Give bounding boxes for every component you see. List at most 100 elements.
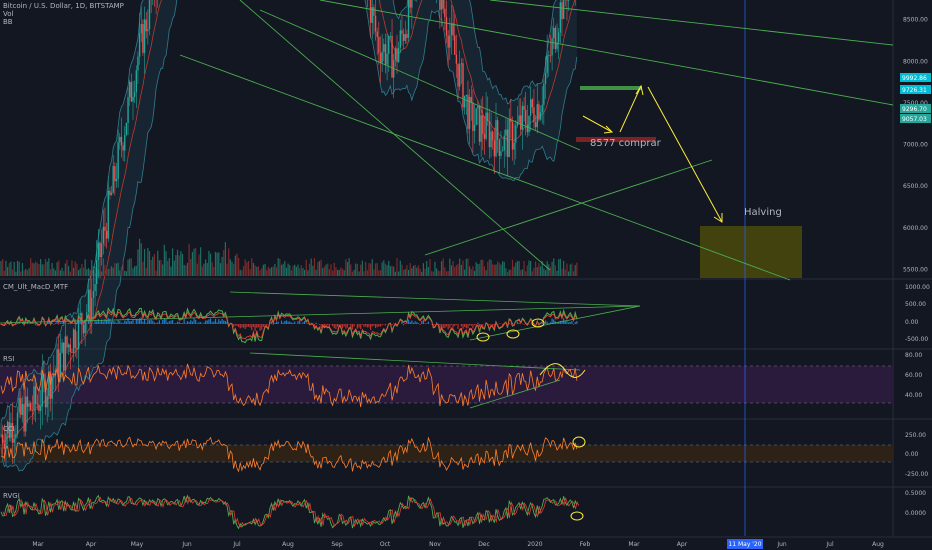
candle-body bbox=[541, 104, 543, 113]
candle-body bbox=[515, 125, 517, 143]
candle-body bbox=[371, 7, 373, 23]
cci-tick-label: -250.00 bbox=[905, 471, 928, 478]
volume-bar bbox=[271, 267, 273, 276]
macd-histogram-bar bbox=[559, 320, 561, 324]
candle-body bbox=[465, 94, 467, 96]
volume-bar bbox=[325, 264, 327, 276]
macd-histogram-bar bbox=[129, 321, 131, 324]
candle-body bbox=[132, 96, 134, 102]
volume-bar bbox=[419, 268, 421, 276]
volume-bar bbox=[327, 263, 329, 276]
macd-histogram-bar bbox=[137, 319, 139, 324]
volume-bar bbox=[183, 264, 185, 276]
macd-histogram-bar bbox=[376, 324, 378, 327]
volume-bar bbox=[383, 260, 385, 276]
macd-histogram-bar bbox=[401, 321, 403, 324]
volume-bar bbox=[129, 258, 131, 276]
candle-body bbox=[544, 72, 547, 84]
volume-bar bbox=[416, 267, 418, 276]
macd-pane-label: CM_Ult_MacD_MTF bbox=[3, 283, 69, 291]
macd-histogram-bar bbox=[506, 324, 509, 325]
volume-bar bbox=[36, 262, 38, 276]
volume-bar bbox=[170, 266, 172, 276]
volume-bar bbox=[337, 269, 339, 276]
macd-histogram-bar bbox=[109, 318, 111, 324]
volume-bar bbox=[355, 263, 357, 276]
candle-body bbox=[534, 122, 537, 128]
macd-histogram-bar bbox=[548, 323, 550, 324]
volume-bar bbox=[373, 269, 375, 276]
volume-bar bbox=[488, 259, 490, 276]
macd-histogram-bar bbox=[493, 324, 495, 327]
candle-body bbox=[508, 118, 510, 157]
macd-histogram-bar bbox=[439, 324, 441, 329]
volume-bar bbox=[361, 260, 363, 276]
macd-histogram-bar bbox=[574, 321, 576, 324]
macd-histogram-bar bbox=[162, 319, 164, 324]
volume-bar bbox=[523, 260, 525, 276]
macd-histogram-bar bbox=[325, 324, 327, 327]
candle-body bbox=[493, 140, 496, 157]
macd-histogram-bar bbox=[81, 323, 83, 324]
candle-body bbox=[384, 44, 387, 65]
volume-bar bbox=[391, 265, 393, 276]
candle-body bbox=[450, 23, 453, 36]
price-badge bbox=[900, 85, 931, 94]
volume-bar bbox=[434, 261, 436, 276]
volume-bar bbox=[493, 264, 495, 276]
candle-body bbox=[102, 226, 104, 244]
candle-body bbox=[401, 30, 403, 34]
volume-bar bbox=[193, 248, 195, 276]
trendline bbox=[179, 54, 791, 281]
bollinger-fill bbox=[1, 0, 577, 472]
macd-histogram-bar bbox=[211, 322, 213, 324]
volume-bar bbox=[467, 258, 469, 276]
macd-histogram-bar bbox=[102, 321, 104, 324]
rsi-trendline bbox=[249, 352, 581, 371]
macd-histogram-bar bbox=[462, 324, 464, 329]
candle-body bbox=[105, 230, 108, 239]
volume-bar bbox=[457, 263, 459, 276]
volume-bar bbox=[455, 265, 457, 276]
macd-histogram-bar bbox=[561, 320, 563, 324]
macd-histogram-bar bbox=[247, 324, 250, 327]
candle-body bbox=[92, 290, 95, 298]
macd-histogram-bar bbox=[145, 323, 147, 324]
candle-body bbox=[16, 412, 19, 435]
down-arrow-head bbox=[713, 213, 723, 223]
volume-bar bbox=[317, 262, 319, 276]
macd-histogram-bar bbox=[175, 323, 177, 324]
volume-bar bbox=[86, 269, 88, 276]
candle-body bbox=[551, 38, 553, 56]
macd-histogram-bar bbox=[274, 322, 276, 324]
macd-tick-label: 0.00 bbox=[905, 319, 919, 326]
macd-histogram-bar bbox=[411, 320, 413, 324]
candle-body bbox=[546, 55, 548, 73]
rvgi-tick-label: 0.0000 bbox=[905, 510, 926, 517]
volume-bar bbox=[152, 256, 154, 276]
volume-bar bbox=[205, 259, 207, 276]
macd-histogram-bar bbox=[297, 321, 299, 324]
volume-bar bbox=[568, 271, 570, 276]
macd-histogram-bar bbox=[160, 323, 162, 324]
volume-bar bbox=[7, 267, 9, 276]
volume-bar bbox=[58, 260, 60, 276]
macd-histogram-bar bbox=[427, 321, 429, 324]
candle-body bbox=[516, 122, 519, 126]
volume-bar bbox=[308, 263, 311, 276]
macd-annotation-circle bbox=[476, 332, 490, 342]
volume-bar bbox=[79, 268, 81, 276]
candle-body bbox=[21, 404, 24, 415]
volume-bar bbox=[348, 258, 350, 276]
volume-bar bbox=[445, 271, 448, 276]
volume-bar bbox=[69, 271, 71, 276]
macd-histogram-bar bbox=[526, 323, 528, 324]
volume-bar bbox=[356, 263, 358, 276]
volume-bar bbox=[312, 265, 314, 276]
macd-histogram-bar bbox=[246, 324, 248, 328]
macd-histogram-bar bbox=[345, 324, 347, 329]
rsi-pane-label: RSI bbox=[3, 355, 15, 363]
volume-bar bbox=[272, 266, 274, 276]
volume-bar bbox=[429, 259, 431, 276]
